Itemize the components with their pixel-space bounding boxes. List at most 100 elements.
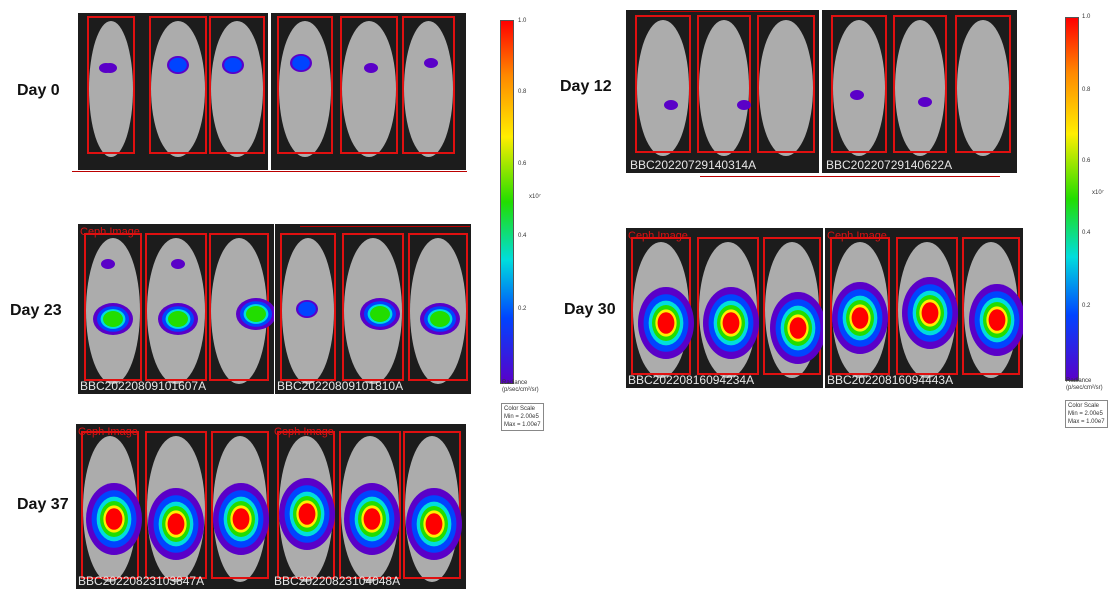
annotation-line [650, 11, 800, 12]
signal-blob [298, 503, 316, 525]
mouse-body [279, 21, 331, 157]
roi-box [830, 237, 890, 375]
signal-blob [664, 100, 678, 110]
day-37-label: Day 37 [17, 496, 69, 513]
annotation-line [300, 226, 470, 227]
day-12-left-image: BBC20220729140314A [626, 10, 819, 173]
day-30-left-image: Ceph Image BBC20220816094234A [626, 228, 823, 388]
roi-box [87, 16, 135, 154]
day-37-left-roi-label: Ceph Image [78, 426, 138, 438]
mouse-body [699, 20, 749, 156]
roi-box [831, 15, 887, 153]
day-0-left-image-svg [87, 16, 265, 157]
tick-1-0: 1.0 [518, 18, 527, 24]
tick-multiplier: x10⁷ [529, 194, 541, 200]
roi-box [893, 15, 947, 153]
day-23-roi-label: Ceph Image [80, 226, 140, 238]
roi-box [955, 15, 1011, 153]
mouse-body [342, 21, 396, 157]
day-37-right-roi-label: Ceph Image [274, 426, 334, 438]
tick-0-6: 0.6 [1082, 158, 1091, 164]
tick-0-8: 0.8 [1082, 87, 1091, 93]
signal-blob [424, 58, 438, 68]
signal-blob [167, 513, 185, 535]
color-scale-box: Color Scale Min = 2.00e5 Max = 1.00e7 [501, 403, 544, 431]
mouse-body [89, 21, 133, 157]
signal-blob [101, 259, 115, 269]
day-37-left-image: Ceph Image BBC20220823103847A [76, 424, 272, 589]
day-12-left-image-svg [635, 15, 815, 156]
day-23-label: Day 23 [10, 302, 62, 319]
day-37-right-image: Ceph Image BBC20220823104048A [272, 424, 466, 589]
signal-blob [918, 97, 932, 107]
signal-blob [246, 306, 266, 322]
signal-blob [224, 57, 242, 73]
signal-blob [169, 57, 187, 73]
day-12-right-image: BBC20220729140622A [822, 10, 1017, 173]
color-scale-box: Color Scale Min = 2.00e5 Max = 1.00e7 [1065, 400, 1108, 428]
tick-0-6: 0.6 [518, 161, 527, 167]
roi-box [84, 233, 142, 381]
day-12-right-image-svg [831, 15, 1011, 156]
tick-multiplier: x10⁷ [1092, 190, 1104, 196]
day-30-right-image-svg [830, 237, 1023, 378]
tick-0-4: 0.4 [518, 233, 527, 239]
day-30-right-image: Ceph Image BBC20220816094443A [825, 228, 1023, 388]
mouse-body [957, 20, 1009, 156]
day-23-left-image-svg [84, 233, 274, 384]
roi-box [145, 431, 207, 579]
day-23-right-image-svg [280, 233, 468, 384]
roi-box [209, 16, 265, 154]
mouse-body [211, 21, 263, 157]
day-12-left-id: BBC20220729140314A [630, 158, 757, 172]
color-scale-1: 1.0 0.8 0.6 x10⁷ 0.4 0.2 Radiance (p/sec… [496, 10, 556, 440]
signal-blob [425, 513, 443, 535]
day-12-right-id: BBC20220729140622A [826, 158, 953, 172]
signal-blob [988, 309, 1006, 331]
signal-blob [103, 311, 123, 327]
day-0-label: Day 0 [17, 82, 60, 99]
mouse-body [637, 20, 689, 156]
tick-0-8: 0.8 [518, 89, 527, 95]
day-30-right-id: BBC20220816094443A [827, 373, 954, 387]
day-30-left-id: BBC20220816094234A [628, 373, 755, 387]
day-23-left-image: Ceph Image BBC20220809101607A [78, 224, 274, 394]
mouse-body [833, 20, 885, 156]
signal-blob [298, 301, 316, 317]
tick-0-2: 0.2 [1082, 303, 1091, 309]
signal-blob [430, 311, 450, 327]
roi-box [757, 15, 815, 153]
day-12-label: Day 12 [560, 78, 612, 95]
mouse-body [404, 21, 453, 157]
radiance-title: Radiance (p/sec/cm²/sr) [502, 380, 539, 393]
signal-blob [364, 63, 378, 73]
day-37-left-id: BBC20220823103847A [78, 574, 205, 588]
roi-box [635, 15, 691, 153]
day-0-right-image-svg [277, 16, 455, 157]
color-bar [500, 20, 514, 384]
day-37-right-image-svg [277, 431, 462, 582]
roi-box [277, 16, 333, 154]
signal-blob [168, 311, 188, 327]
roi-box [697, 15, 751, 153]
day-0-right-image [271, 13, 466, 170]
signal-blob [921, 302, 939, 324]
signal-blob [232, 508, 250, 530]
signal-blob [789, 317, 807, 339]
roi-box [211, 431, 269, 579]
signal-blob [103, 63, 117, 73]
signal-blob [171, 259, 185, 269]
color-bar [1065, 17, 1079, 381]
roi-box [697, 237, 759, 375]
roi-box [342, 233, 404, 381]
day-23-right-image: BBC20220809101810A [275, 224, 471, 394]
day-23-left-id: BBC20220809101607A [80, 379, 207, 393]
signal-blob [363, 508, 381, 530]
signal-blob [657, 312, 675, 334]
annotation-line [72, 171, 467, 172]
roi-box [149, 16, 207, 154]
day-30-left-image-svg [631, 237, 823, 378]
day-0-left-image [78, 13, 268, 170]
mouse-body [895, 20, 945, 156]
roi-box [145, 233, 207, 381]
